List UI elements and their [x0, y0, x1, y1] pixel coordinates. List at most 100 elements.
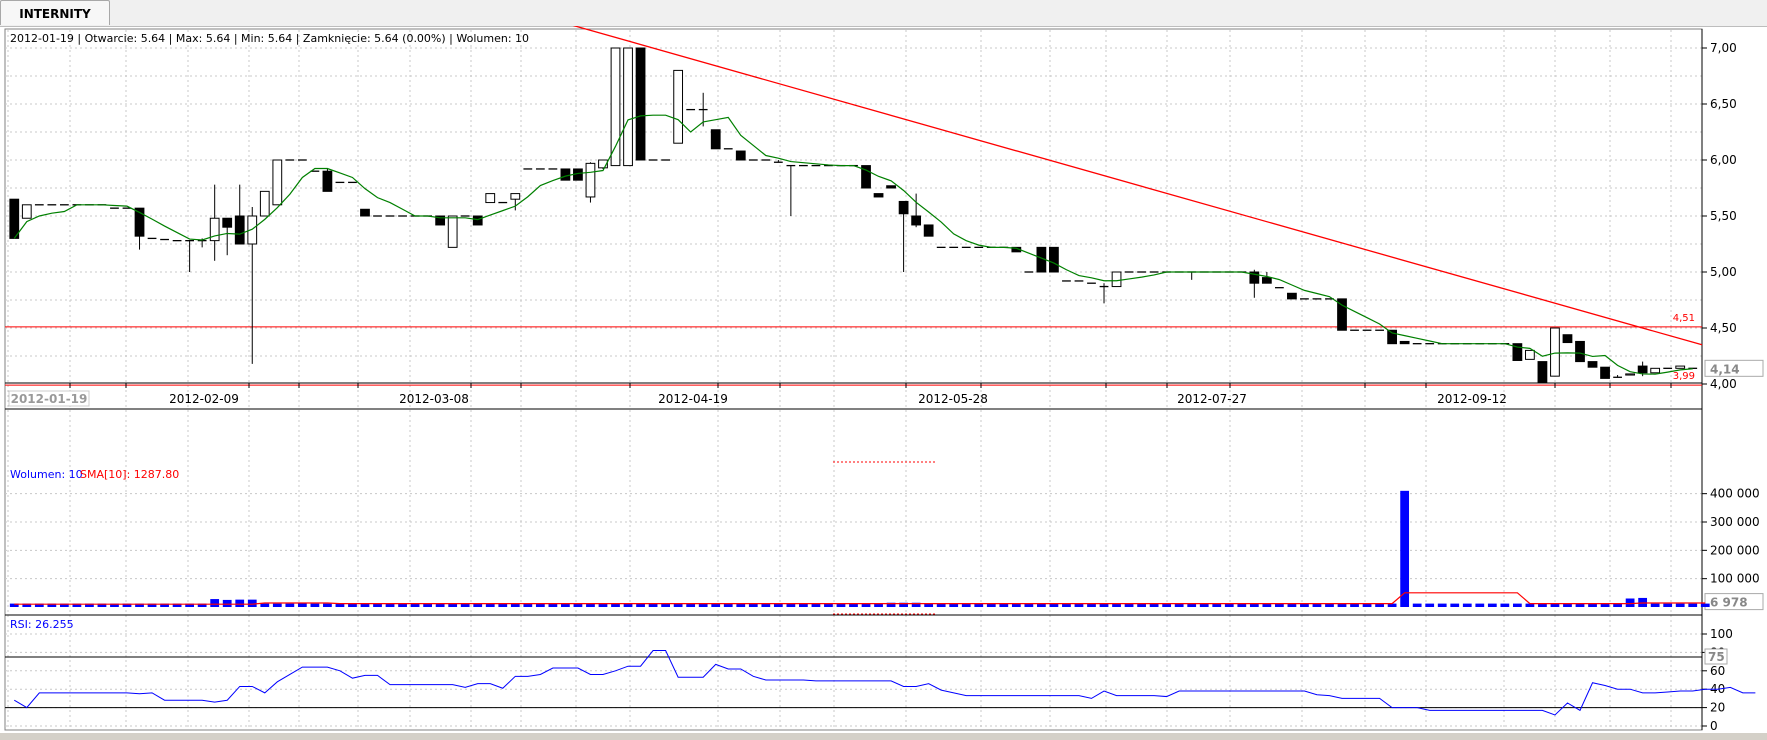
candle-62 [786, 164, 796, 216]
volume-bar-28 [360, 603, 370, 607]
candle-body-down [1387, 329, 1397, 345]
x-tick-label: 2012-03-08 [399, 392, 469, 406]
candle-55 [698, 92, 708, 127]
candle-body-down [1399, 340, 1410, 345]
rsi-last-value-box [1704, 648, 1728, 665]
trend-line [572, 26, 1703, 346]
volume-bar-117 [1475, 603, 1485, 607]
price-sma-line [13, 114, 1693, 375]
candle-129 [1625, 373, 1635, 376]
candle-body-down [710, 129, 721, 150]
candle-body-down [886, 185, 896, 189]
volume-tick-label: 300 000 [1710, 515, 1760, 529]
volume-bar-128 [1613, 603, 1622, 607]
volume-bar-40 [510, 603, 520, 607]
price-sma-polyline [13, 114, 1693, 375]
candle-46 [585, 162, 596, 203]
volume-bar-3 [47, 603, 57, 607]
candle-128 [1613, 375, 1622, 378]
volume-bar-49 [623, 603, 633, 607]
volume-bar-106 [1337, 603, 1347, 607]
candle-body-down [735, 150, 746, 161]
volume-bar-88 [1112, 603, 1121, 607]
candle-1 [21, 204, 32, 219]
grid [5, 30, 1702, 730]
candle-17 [222, 217, 233, 256]
price-y-axis: 7,00 6,50 6,00 5,50 5,00 4,50 4,004,14 [1701, 29, 1764, 409]
bottom-scrollbar[interactable] [0, 733, 1767, 740]
volume-tick-label: 200 000 [1710, 543, 1760, 557]
candle-body-down [1261, 277, 1272, 284]
rsi-label: RSI: 26.255 [10, 618, 74, 631]
volume-bar-33 [423, 603, 433, 607]
volume-bar-18 [235, 599, 245, 607]
volume-bar-102 [1287, 603, 1297, 607]
volume-bar-108 [1362, 603, 1372, 607]
h-line-label-1: 3,99 [1673, 371, 1695, 382]
volume-bar-132 [1663, 603, 1673, 607]
volume-bar-78 [986, 603, 996, 607]
candle-10 [134, 207, 145, 250]
candle-body-down [1287, 292, 1297, 300]
volume-bar-120 [1512, 603, 1522, 607]
candle-body-down [134, 207, 145, 237]
volume-last-value: 6 978 [1710, 596, 1748, 610]
rsi-polyline [14, 650, 1756, 716]
candle-131 [1650, 367, 1661, 374]
volume-sma-line [14, 592, 1706, 615]
stock-chart[interactable]: 2012-01-19 | Otwarcie: 5.64 | Max: 5.64 … [0, 26, 1767, 733]
candle-28 [360, 208, 370, 217]
candle-body-up [447, 215, 458, 248]
volume-bar-83 [1049, 603, 1059, 607]
candle-102 [1287, 292, 1297, 300]
volume-bar-22 [285, 603, 295, 607]
trend-lines: 4,51 3,99 [5, 26, 1703, 463]
price-tick-label: 4,50 [1710, 321, 1737, 335]
volume-bar-126 [1588, 603, 1597, 607]
volume-bar-6 [85, 603, 94, 607]
price-tick-label: 5,50 [1710, 209, 1737, 223]
volume-bar-87 [1099, 603, 1109, 607]
volume-bar-50 [636, 603, 645, 607]
candle-72 [911, 193, 922, 228]
candle-123 [1550, 327, 1560, 377]
candle-16 [209, 184, 220, 261]
volume-bar-118 [1487, 603, 1497, 607]
candle-body-down [234, 215, 245, 245]
volume-bar-119 [1500, 603, 1510, 607]
tab-internity[interactable]: INTERNITY [0, 0, 110, 25]
candle-68 [861, 165, 871, 189]
x-tick-label: 2012-02-09 [169, 392, 239, 406]
candle-body-down [1575, 340, 1585, 363]
volume-bar-5 [72, 603, 82, 607]
rsi-tick-label: 60 [1710, 664, 1725, 678]
volume-bar-44 [561, 603, 570, 607]
volume-bar-12 [160, 603, 169, 607]
candle-body-up [1650, 367, 1661, 374]
volume-bar-116 [1462, 603, 1472, 607]
candle-body-up [510, 193, 521, 200]
volume-bar-42 [535, 603, 545, 607]
volume-bar-32 [410, 603, 420, 607]
candle-body-up [585, 162, 596, 198]
candle-20 [259, 190, 270, 217]
volume-bar-56 [711, 603, 721, 607]
volume-bar-66 [836, 603, 846, 607]
volume-bar-90 [1137, 603, 1146, 607]
volume-bar-122 [1538, 603, 1547, 607]
volume-bar-1 [22, 603, 32, 607]
volume-bar-63 [799, 603, 808, 607]
candle-body-down [360, 208, 370, 217]
volume-bar-61 [773, 603, 783, 607]
volume-bar-19 [247, 599, 257, 607]
volume-bar-17 [222, 599, 232, 607]
volume-bar-65 [824, 603, 833, 607]
volume-bar-43 [548, 603, 558, 607]
volume-y-axis: 400 000 300 000 200 000 100 000 6 978 [1701, 409, 1764, 615]
volume-bar-91 [1149, 603, 1159, 607]
candle-body-up [247, 215, 258, 245]
volume-bar-81 [1024, 603, 1034, 607]
candle-71 [898, 200, 909, 272]
candle-126 [1587, 361, 1598, 368]
volume-bar-57 [723, 603, 733, 607]
